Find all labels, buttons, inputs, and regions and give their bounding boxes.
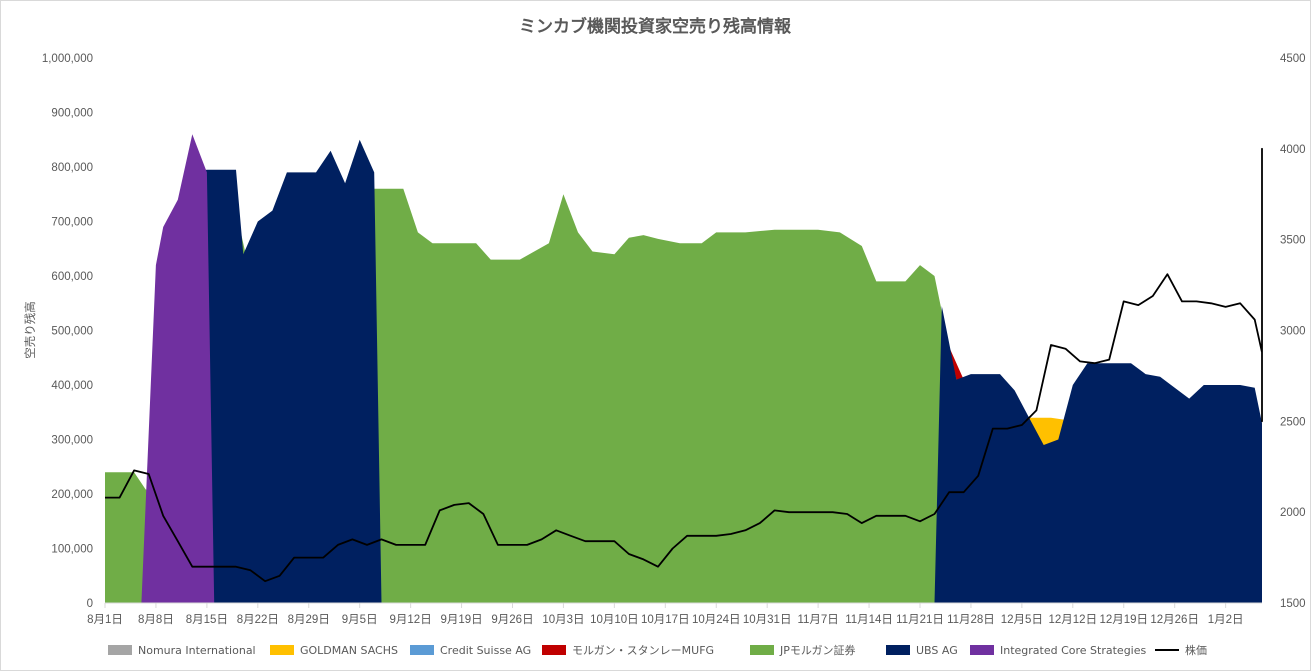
y2-tick-label: 4500 [1280, 53, 1306, 65]
x-tick-label: 11月7日 [797, 614, 838, 626]
x-tick-label: 9月26日 [491, 614, 533, 626]
legend-item-mufg: モルガン・スタンレーMUFG [542, 644, 714, 657]
y-tick-label: 600,000 [51, 271, 93, 283]
y2-tick-label: 2500 [1280, 416, 1306, 428]
price-line-group [105, 147, 1263, 583]
y-tick-label: 100,000 [51, 544, 93, 556]
legend-swatch [750, 645, 774, 655]
y-tick-label: 900,000 [51, 108, 93, 120]
x-tick-label: 12月26日 [1150, 614, 1199, 626]
legend-swatch [542, 645, 566, 655]
x-tick-label: 9月12日 [390, 614, 432, 626]
legend-item-goldman-sachs: GOLDMAN SACHS [270, 644, 398, 657]
legend-item-jp: JPモルガン証券 [750, 643, 856, 657]
x-tick-label: 12月12日 [1049, 614, 1098, 626]
x-tick-label: 10月3日 [542, 614, 584, 626]
legend-label: JPモルガン証券 [779, 643, 856, 657]
y2-tick-label: 1500 [1280, 598, 1306, 610]
price-line [105, 147, 1263, 583]
axes-group: 0 100,000 200,000 300,000 400,000 500,000 600,… [42, 53, 1306, 626]
y2-tick-label: 3000 [1280, 326, 1306, 338]
legend-label: Integrated Core Strategies [1000, 644, 1147, 657]
x-tick-label: 8月1日 [87, 614, 123, 626]
y-axis-label: 空売り残高 [23, 301, 37, 359]
y-tick-label: 500,000 [51, 326, 93, 338]
x-tick-label: 8月8日 [138, 614, 174, 626]
legend-item-price: 株価 [1155, 643, 1207, 657]
y-tick-label: 0 [87, 598, 93, 610]
legend-label: Credit Suisse AG [440, 644, 531, 657]
x-tick-label: 11月28日 [947, 614, 995, 626]
legend-swatch [970, 645, 994, 655]
x-tick-label: 12月5日 [1001, 614, 1043, 626]
x-tick-label: 8月15日 [186, 614, 228, 626]
legend-label: モルガン・スタンレーMUFG [572, 644, 714, 657]
y-tick-label: 200,000 [51, 489, 93, 501]
legend-label: UBS AG [916, 644, 958, 657]
x-tick-label: 10月24日 [692, 614, 741, 626]
legend-item-integrated-core-strategies: Integrated Core Strategies [970, 644, 1147, 657]
x-tick-label: 1月2日 [1208, 614, 1244, 626]
area-series-group [105, 134, 1262, 604]
area-ubs-ag [105, 139, 1262, 604]
y2-tick-label: 3500 [1280, 235, 1306, 247]
legend-label: Nomura International [138, 644, 256, 657]
y2-tick-label: 2000 [1280, 507, 1306, 519]
y-tick-label: 700,000 [51, 217, 93, 229]
y-tick-label: 1,000,000 [42, 53, 93, 65]
legend-swatch [410, 645, 434, 655]
chart-title: ミンカブ機関投資家空売り残高情報 [519, 16, 792, 37]
y-tick-label: 400,000 [51, 380, 93, 392]
legend: Nomura International GOLDMAN SACHS Credit … [108, 643, 1207, 657]
legend-label: 株価 [1185, 643, 1207, 657]
legend-label: GOLDMAN SACHS [300, 644, 398, 657]
legend-swatch [270, 645, 294, 655]
x-tick-label: 11月21日 [896, 614, 944, 626]
legend-swatch [886, 645, 910, 655]
legend-item-ubs-ag: UBS AG [886, 644, 958, 657]
x-tick-label: 10月10日 [590, 614, 639, 626]
x-tick-label: 9月5日 [342, 614, 378, 626]
legend-swatch [108, 645, 132, 655]
x-tick-label: 10月31日 [743, 614, 792, 626]
x-tick-label: 12月19日 [1099, 614, 1148, 626]
x-tick-label: 10月17日 [641, 614, 690, 626]
y-tick-label: 800,000 [51, 162, 93, 174]
y2-tick-label: 4000 [1280, 144, 1306, 156]
y-tick-label: 300,000 [51, 435, 93, 447]
x-tick-label: 11月14日 [845, 614, 893, 626]
x-tick-label: 8月22日 [237, 614, 279, 626]
legend-item-nomura-international: Nomura International [108, 644, 256, 657]
x-tick-label: 8月29日 [288, 614, 330, 626]
x-tick-label: 9月19日 [440, 614, 482, 626]
legend-item-credit-suisse-ag: Credit Suisse AG [410, 644, 531, 657]
